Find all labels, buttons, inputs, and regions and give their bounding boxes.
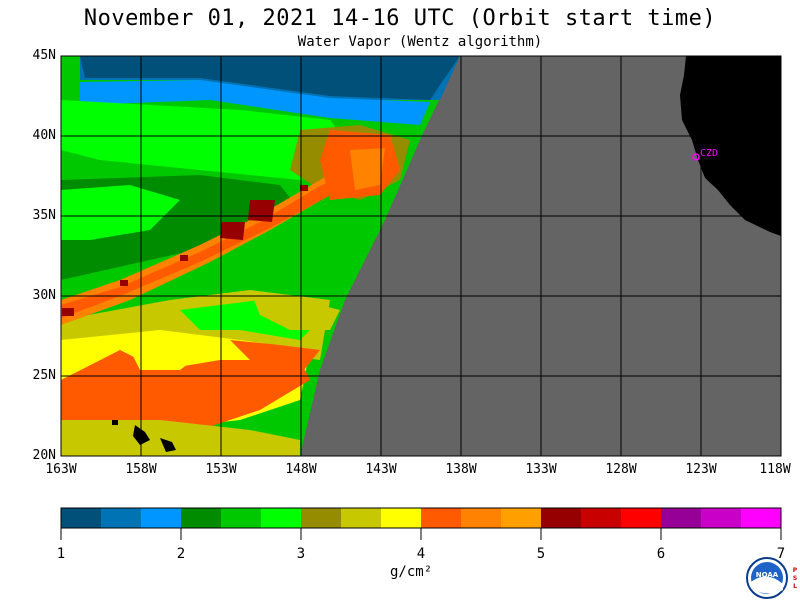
colorbar-tick-label: 4 (416, 546, 426, 562)
colorbar-segment (621, 508, 662, 528)
colorbar-segment (701, 508, 742, 528)
map-frame (60, 55, 782, 457)
lon-label: 133W (525, 462, 557, 477)
colorbar-tick-label: 6 (656, 546, 666, 562)
lat-label: 30N (32, 288, 56, 303)
colorbar-segment (221, 508, 262, 528)
lon-label: 148W (285, 462, 317, 477)
station-label: CZD (700, 148, 718, 159)
land-mass (680, 56, 781, 236)
grid-lines (61, 56, 781, 456)
hawaii-island-2 (160, 438, 176, 452)
lat-label: 40N (32, 128, 56, 143)
lon-label: 158W (125, 462, 157, 477)
colorbar-segment (541, 508, 582, 528)
svg-text:NOAA: NOAA (756, 571, 779, 579)
lon-label: 153W (205, 462, 237, 477)
svg-text:PSL: PSL (793, 567, 798, 590)
colorbar-segment (341, 508, 382, 528)
colorbar-units: g/cm² (390, 564, 433, 580)
colorbar-segment (501, 508, 542, 528)
map-area (61, 56, 781, 456)
lat-label: 45N (32, 48, 56, 63)
lat-label: 35N (32, 208, 56, 223)
colorbar-segment (421, 508, 462, 528)
colorbar-segment (141, 508, 182, 528)
colorbar-tick-label: 3 (296, 546, 306, 562)
lon-label: 118W (759, 462, 791, 477)
colorbar-tick-label: 1 (56, 546, 66, 562)
colorbar-segment (661, 508, 702, 528)
lon-label: 143W (365, 462, 397, 477)
colorbar-tick-label: 2 (176, 546, 186, 562)
lon-label: 123W (685, 462, 717, 477)
colorbar-segment (381, 508, 422, 528)
map-subtitle: Water Vapor (Wentz algorithm) (297, 34, 543, 50)
colorbar (60, 508, 782, 540)
colorbar-segment (61, 508, 102, 528)
map-title: November 01, 2021 14-16 UTC (Orbit start… (83, 6, 717, 31)
colorbar-tick-label: 7 (776, 546, 786, 562)
lat-label: 20N (32, 448, 56, 463)
lat-label: 25N (32, 368, 56, 383)
noaa-logo-icon: NOAA (746, 557, 788, 599)
colorbar-segment (101, 508, 142, 528)
colorbar-segment (181, 508, 222, 528)
colorbar-tick-label: 5 (536, 546, 546, 562)
colorbar-segment (461, 508, 502, 528)
colorbar-segment (261, 508, 302, 528)
colorbar-frame (60, 507, 782, 529)
lon-label: 128W (605, 462, 637, 477)
station-marker: CZD (692, 148, 718, 161)
lon-label: 163W (45, 462, 77, 477)
colorbar-segment (741, 508, 782, 528)
colorbar-segment (301, 508, 342, 528)
colorbar-segment (581, 508, 622, 528)
lon-label: 138W (445, 462, 477, 477)
